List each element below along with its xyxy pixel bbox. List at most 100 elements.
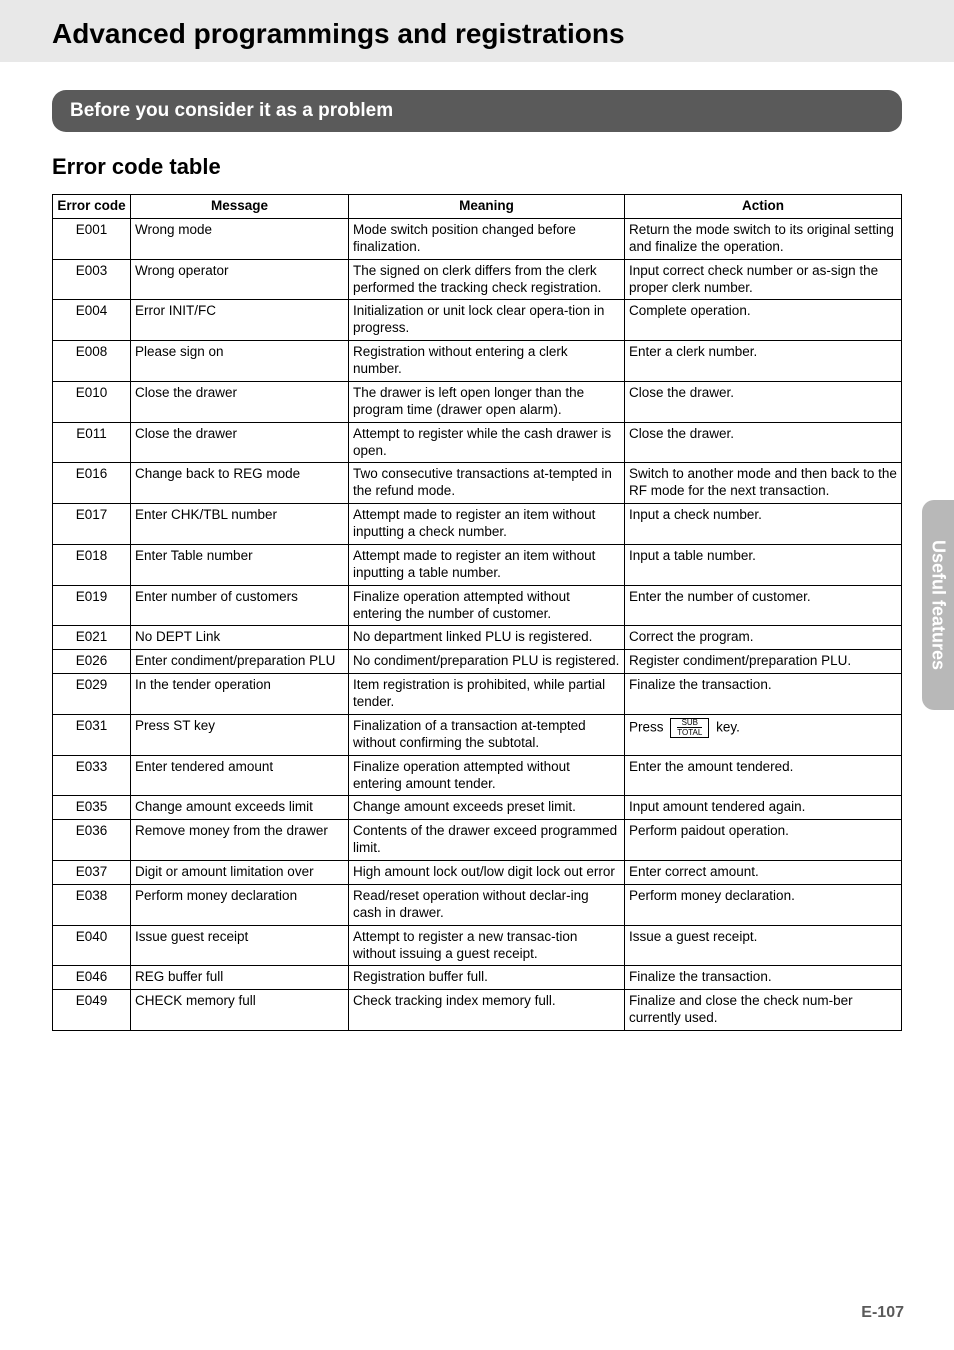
cell-meaning: Check tracking index memory full. (349, 990, 625, 1031)
cell-meaning: Item registration is prohibited, while p… (349, 674, 625, 715)
cell-meaning: Mode switch position changed before fina… (349, 218, 625, 259)
cell-code: E004 (53, 300, 131, 341)
table-row: E019Enter number of customersFinalize op… (53, 585, 902, 626)
table-row: E036Remove money from the drawerContents… (53, 820, 902, 861)
cell-code: E001 (53, 218, 131, 259)
page-number: E-107 (861, 1304, 904, 1322)
cell-message: Close the drawer (131, 422, 349, 463)
cell-action: Finalize and close the check num-ber cur… (625, 990, 902, 1031)
cell-code: E036 (53, 820, 131, 861)
table-row: E037Digit or amount limitation overHigh … (53, 861, 902, 885)
cell-message: Enter tendered amount (131, 755, 349, 796)
cell-code: E016 (53, 463, 131, 504)
cell-action: Register condiment/preparation PLU. (625, 650, 902, 674)
cell-code: E035 (53, 796, 131, 820)
cell-code: E010 (53, 381, 131, 422)
cell-code: E017 (53, 504, 131, 545)
cell-message: CHECK memory full (131, 990, 349, 1031)
cell-message: Perform money declaration (131, 884, 349, 925)
subtotal-key-icon: SUBTOTAL (670, 718, 709, 738)
table-row: E021No DEPT LinkNo department linked PLU… (53, 626, 902, 650)
cell-message: Change back to REG mode (131, 463, 349, 504)
cell-meaning: Attempt made to register an item without… (349, 504, 625, 545)
cell-code: E021 (53, 626, 131, 650)
page: Advanced programmings and registrations … (0, 0, 954, 1350)
table-row: E004Error INIT/FCInitialization or unit … (53, 300, 902, 341)
cell-message: Remove money from the drawer (131, 820, 349, 861)
cell-meaning: Attempt to register while the cash drawe… (349, 422, 625, 463)
cell-message: Wrong mode (131, 218, 349, 259)
cell-message: Error INIT/FC (131, 300, 349, 341)
table-row: E001Wrong modeMode switch position chang… (53, 218, 902, 259)
cell-code: E003 (53, 259, 131, 300)
cell-action: Input correct check number or as-sign th… (625, 259, 902, 300)
cell-action: Perform money declaration. (625, 884, 902, 925)
cell-code: E037 (53, 861, 131, 885)
cell-meaning: Registration buffer full. (349, 966, 625, 990)
cell-message: Change amount exceeds limit (131, 796, 349, 820)
side-tab: Useful features (922, 500, 954, 710)
cell-meaning: Finalization of a transaction at-tempted… (349, 714, 625, 755)
cell-action: Switch to another mode and then back to … (625, 463, 902, 504)
cell-message: Please sign on (131, 341, 349, 382)
action-text-post: key. (712, 719, 740, 734)
table-row: E038Perform money declarationRead/reset … (53, 884, 902, 925)
cell-code: E029 (53, 674, 131, 715)
cell-action: Finalize the transaction. (625, 674, 902, 715)
cell-code: E026 (53, 650, 131, 674)
cell-code: E018 (53, 544, 131, 585)
col-header-action: Action (625, 195, 902, 219)
table-row: E010Close the drawerThe drawer is left o… (53, 381, 902, 422)
cell-action: Enter the number of customer. (625, 585, 902, 626)
cell-message: No DEPT Link (131, 626, 349, 650)
cell-meaning: The drawer is left open longer than the … (349, 381, 625, 422)
cell-action: Complete operation. (625, 300, 902, 341)
cell-message: Issue guest receipt (131, 925, 349, 966)
error-code-table: Error code Message Meaning Action E001Wr… (52, 194, 902, 1031)
table-row: E035Change amount exceeds limitChange am… (53, 796, 902, 820)
cell-message: In the tender operation (131, 674, 349, 715)
action-text-pre: Press (629, 719, 667, 734)
table-row: E017Enter CHK/TBL numberAttempt made to … (53, 504, 902, 545)
cell-action: Perform paidout operation. (625, 820, 902, 861)
table-row: E033Enter tendered amountFinalize operat… (53, 755, 902, 796)
cell-code: E011 (53, 422, 131, 463)
cell-meaning: Change amount exceeds preset limit. (349, 796, 625, 820)
cell-action: Correct the program. (625, 626, 902, 650)
table-row: E011Close the drawerAttempt to register … (53, 422, 902, 463)
col-header-message: Message (131, 195, 349, 219)
content: Before you consider it as a problem Erro… (0, 90, 954, 1031)
cell-action: Close the drawer. (625, 422, 902, 463)
cell-meaning: Attempt made to register an item without… (349, 544, 625, 585)
table-row: E046REG buffer fullRegistration buffer f… (53, 966, 902, 990)
cell-message: Enter CHK/TBL number (131, 504, 349, 545)
table-row: E026Enter condiment/preparation PLUNo co… (53, 650, 902, 674)
cell-message: Enter Table number (131, 544, 349, 585)
cell-message: Wrong operator (131, 259, 349, 300)
cell-code: E046 (53, 966, 131, 990)
cell-meaning: Contents of the drawer exceed programmed… (349, 820, 625, 861)
col-header-code: Error code (53, 195, 131, 219)
cell-action: Input a table number. (625, 544, 902, 585)
table-row: E040Issue guest receiptAttempt to regist… (53, 925, 902, 966)
cell-message: Close the drawer (131, 381, 349, 422)
cell-code: E040 (53, 925, 131, 966)
side-tab-label: Useful features (928, 540, 949, 670)
cell-action: Enter the amount tendered. (625, 755, 902, 796)
table-row: E029In the tender operationItem registra… (53, 674, 902, 715)
cell-code: E038 (53, 884, 131, 925)
cell-meaning: Two consecutive transactions at-tempted … (349, 463, 625, 504)
table-header-row: Error code Message Meaning Action (53, 195, 902, 219)
cell-action: Issue a guest receipt. (625, 925, 902, 966)
cell-action: Press SUBTOTAL key. (625, 714, 902, 755)
cell-action: Input amount tendered again. (625, 796, 902, 820)
cell-action: Return the mode switch to its original s… (625, 218, 902, 259)
cell-meaning: Registration without entering a clerk nu… (349, 341, 625, 382)
cell-meaning: Finalize operation attempted without ent… (349, 755, 625, 796)
cell-meaning: Initialization or unit lock clear opera-… (349, 300, 625, 341)
cell-message: Enter number of customers (131, 585, 349, 626)
section-heading: Error code table (52, 154, 902, 180)
table-row: E031Press ST keyFinalization of a transa… (53, 714, 902, 755)
table-row: E003Wrong operatorThe signed on clerk di… (53, 259, 902, 300)
cell-code: E019 (53, 585, 131, 626)
